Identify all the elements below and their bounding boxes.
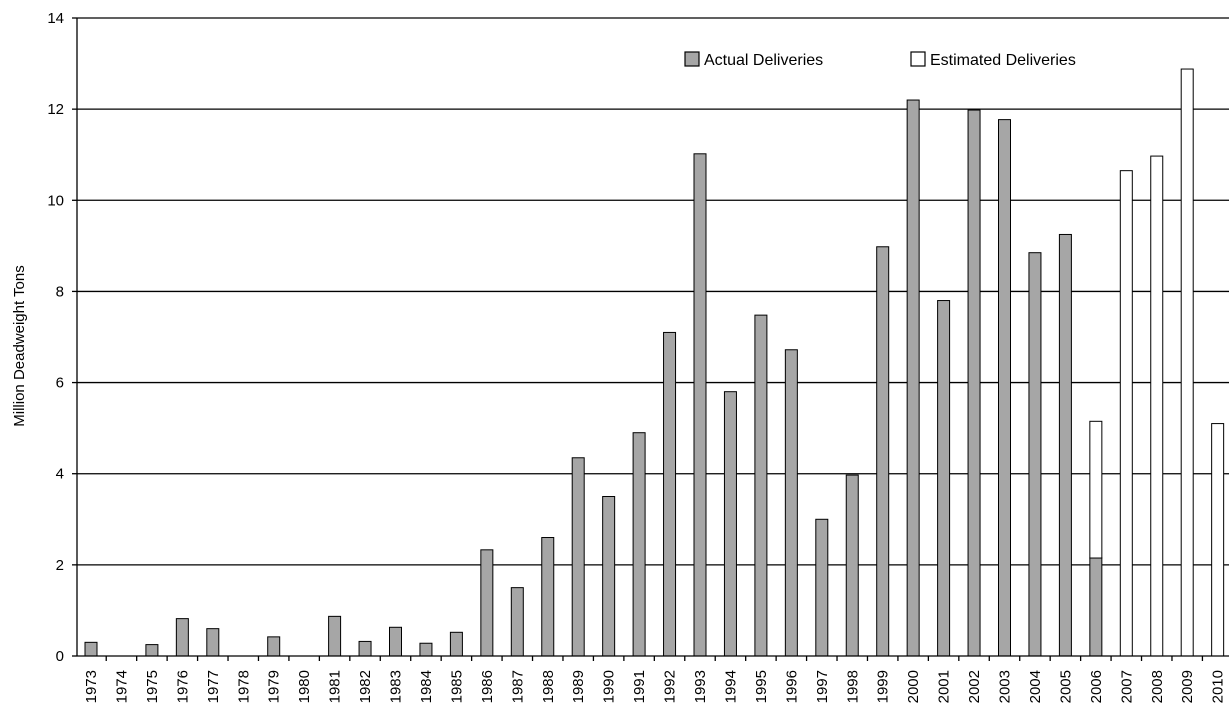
- bar-actual-deliveries-2005: [1058, 233, 1072, 657]
- x-tick-label-2008: 2008: [1149, 670, 1166, 703]
- bar-actual-deliveries-2001: [937, 300, 951, 657]
- x-tick-label-1980: 1980: [296, 670, 313, 703]
- x-tick-label-1993: 1993: [692, 670, 709, 703]
- legend: Actual Deliveries Estimated Deliveries: [684, 51, 1076, 69]
- x-tick-label-1979: 1979: [266, 670, 283, 703]
- bar-actual-deliveries-1999: [876, 246, 890, 657]
- gridlines: [77, 17, 1229, 566]
- x-tick-label-1996: 1996: [783, 670, 800, 703]
- y-tick-label: 8: [56, 283, 64, 300]
- x-tick-label-1983: 1983: [388, 670, 405, 703]
- bar-actual-deliveries-1976: [175, 618, 189, 657]
- x-tick-label-1988: 1988: [540, 670, 557, 703]
- bar-actual-deliveries-1989: [571, 457, 585, 657]
- x-tick-label-2002: 2002: [966, 670, 983, 703]
- bar-actual-deliveries-1991: [632, 432, 646, 657]
- axes: 0 2 4 6 8 10 12 14 1973 1974 1975 1976 1977 1978 1979 1…: [47, 10, 1229, 703]
- bar-actual-deliveries-2002: [967, 109, 981, 657]
- bar-estimated-deliveries-2010: [1211, 423, 1225, 657]
- y-axis-title: Million Deadweight Tons: [11, 265, 28, 426]
- bar-actual-deliveries-1988: [541, 537, 555, 657]
- x-tick-label-1989: 1989: [570, 670, 587, 703]
- bar-actual-deliveries-1994: [723, 391, 737, 657]
- legend-label-actual-deliveries: Actual Deliveries: [704, 52, 823, 69]
- bar-actual-deliveries-2000: [906, 99, 920, 657]
- x-tick-label-2009: 2009: [1179, 670, 1196, 703]
- x-tick-label-1992: 1992: [662, 670, 679, 703]
- x-tick-label-1974: 1974: [113, 670, 130, 703]
- bar-actual-deliveries-1977: [206, 628, 220, 657]
- x-tick-label-1995: 1995: [753, 670, 770, 703]
- x-tick-label-2006: 2006: [1088, 670, 1105, 703]
- x-tick-label-1975: 1975: [144, 670, 161, 703]
- bar-actual-deliveries-1987: [510, 587, 524, 657]
- x-tick-label-1990: 1990: [601, 670, 618, 703]
- x-tick-label-1981: 1981: [327, 670, 344, 703]
- y-tick-label: 10: [47, 192, 64, 209]
- x-tick-label-2004: 2004: [1027, 670, 1044, 703]
- bar-actual-deliveries-1985: [449, 631, 463, 657]
- bar-actual-deliveries-1986: [480, 549, 494, 657]
- bar-actual-deliveries-1998: [845, 474, 859, 657]
- x-tick-label-2000: 2000: [905, 670, 922, 703]
- bar-actual-deliveries-1996: [784, 349, 798, 657]
- bar-actual-deliveries-1975: [145, 644, 159, 657]
- bar-actual-deliveries-1984: [419, 642, 433, 657]
- bar-actual-deliveries-1995: [754, 314, 768, 657]
- x-tick-label-1994: 1994: [722, 670, 739, 703]
- bar-actual-deliveries-1992: [663, 331, 677, 657]
- y-tick-label: 12: [47, 101, 64, 118]
- y-tick-label: 6: [56, 375, 64, 392]
- x-tick-label-1976: 1976: [174, 670, 191, 703]
- y-tick-label: 0: [56, 648, 64, 665]
- x-tick-label-2005: 2005: [1057, 670, 1074, 703]
- bar-actual-deliveries-1981: [328, 615, 342, 657]
- x-tick-label-1982: 1982: [357, 670, 374, 703]
- x-tick-label-1986: 1986: [479, 670, 496, 703]
- bar-actual-deliveries-2006: [1089, 557, 1103, 657]
- x-tick-label-2001: 2001: [936, 670, 953, 703]
- bar-actual-deliveries-1973: [84, 641, 98, 657]
- bar-estimated-deliveries-2009: [1180, 68, 1194, 657]
- bar-estimated-deliveries-2006: [1089, 420, 1103, 559]
- bar-estimated-deliveries-2007: [1119, 170, 1133, 657]
- bar-actual-deliveries-1993: [693, 153, 707, 657]
- x-tick-label-2010: 2010: [1210, 670, 1227, 703]
- bar-actual-deliveries-1982: [358, 640, 372, 657]
- x-tick-label-1977: 1977: [205, 670, 222, 703]
- bar-actual-deliveries-1983: [389, 626, 402, 657]
- bar-actual-deliveries-1990: [602, 496, 616, 657]
- bar-actual-deliveries-1997: [815, 518, 829, 657]
- x-tick-label-2007: 2007: [1118, 670, 1135, 703]
- y-tick-label: 14: [47, 10, 64, 27]
- x-tick-label-1991: 1991: [631, 670, 648, 703]
- x-tick-label-1978: 1978: [235, 670, 252, 703]
- y-tick-label: 4: [56, 466, 64, 483]
- bar-actual-deliveries-2003: [998, 119, 1011, 657]
- x-tick-label-1985: 1985: [448, 670, 465, 703]
- bar-estimated-deliveries-2008: [1150, 155, 1164, 657]
- x-tick-label-1999: 1999: [875, 670, 892, 703]
- x-tick-label-1984: 1984: [418, 670, 435, 703]
- legend-label-estimated-deliveries: Estimated Deliveries: [930, 52, 1076, 69]
- x-tick-label-1973: 1973: [83, 670, 100, 703]
- legend-swatch-actual-deliveries: [684, 51, 700, 67]
- legend-swatch-estimated-deliveries: [910, 51, 926, 67]
- y-tick-label: 2: [56, 557, 64, 574]
- bar-actual-deliveries-1979: [267, 636, 281, 657]
- x-tick-label-1998: 1998: [844, 670, 861, 703]
- x-tick-label-1987: 1987: [509, 670, 526, 703]
- x-tick-label-2003: 2003: [997, 670, 1014, 703]
- x-tick-label-1997: 1997: [814, 670, 831, 703]
- bars: [84, 68, 1225, 657]
- bar-actual-deliveries-2004: [1028, 252, 1042, 657]
